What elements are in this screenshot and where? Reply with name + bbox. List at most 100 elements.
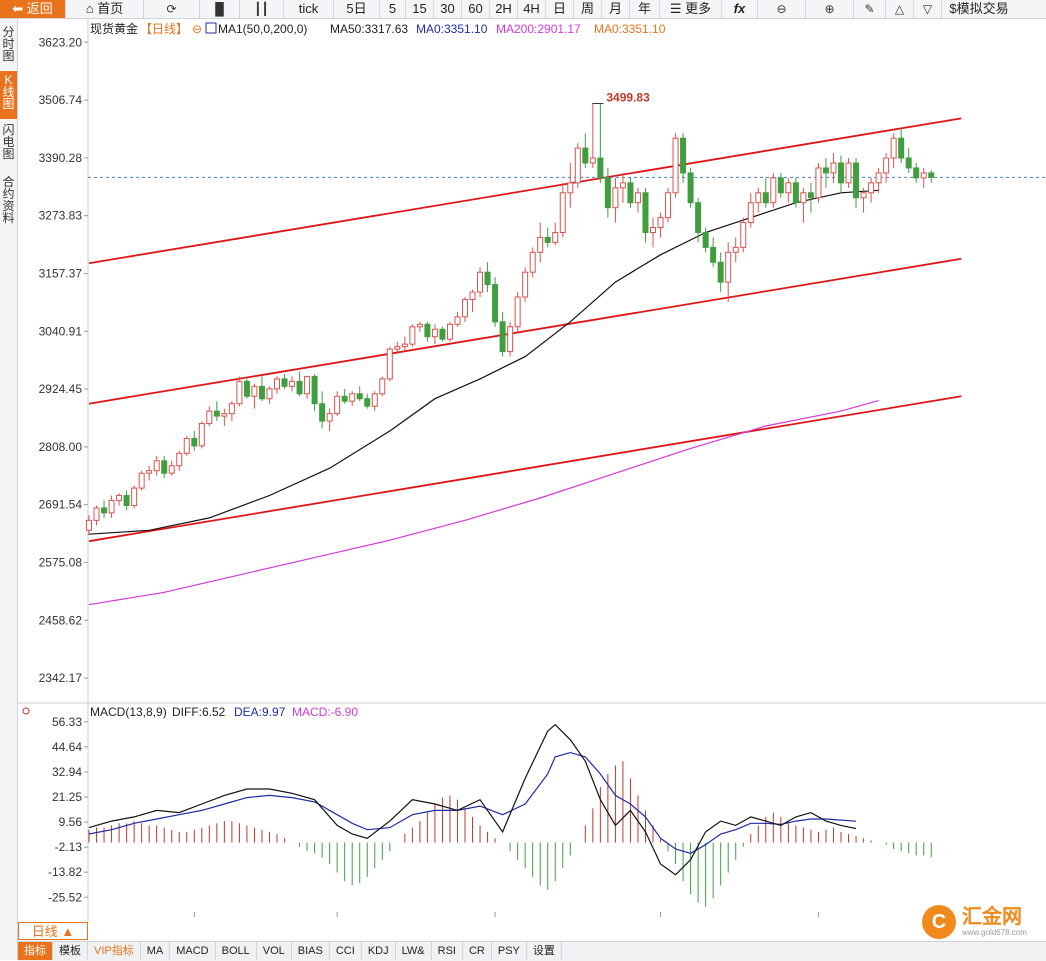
logo-mark-icon: C (922, 905, 956, 939)
tab-vol[interactable]: VOL (257, 942, 292, 960)
period-30m[interactable]: 30 (434, 0, 462, 18)
tab-template[interactable]: 模板 (53, 942, 88, 960)
candle-body (153, 460, 160, 472)
tab-contract-info[interactable]: 合约资料 (0, 173, 17, 235)
candle-body (431, 328, 438, 338)
period-5m[interactable]: 5 (380, 0, 406, 18)
candle-body (762, 192, 769, 204)
candle-body (394, 346, 401, 350)
candle-body (477, 271, 484, 293)
tab-boll[interactable]: BOLL (216, 942, 257, 960)
candle-body (868, 182, 875, 194)
candle-chart-button[interactable]: ┃┃ (240, 0, 284, 18)
chart-area[interactable]: 3623.20 3506.74 3390.28 3273.83 3157.37 3040.… (18, 19, 1046, 921)
candle-body (875, 172, 882, 184)
candle-body (845, 162, 852, 184)
candle-body (838, 162, 844, 184)
shape-button[interactable]: △ (886, 0, 914, 18)
candle-body (484, 271, 491, 286)
candle-body (258, 385, 265, 400)
y-tick-label: 3506.74 (39, 93, 83, 107)
period-4h[interactable]: 4H (518, 0, 546, 18)
candle-body (334, 395, 341, 415)
candle-body (326, 413, 333, 422)
period-month[interactable]: 月 (602, 0, 630, 18)
back-button[interactable]: ⬅ 返回 (0, 0, 66, 18)
candle-body (371, 393, 378, 407)
candle-body (161, 460, 168, 474)
refresh-button[interactable]: ⟳ (144, 0, 200, 18)
period-week[interactable]: 周 (574, 0, 602, 18)
candle-body (492, 284, 499, 323)
tab-vip-indicators[interactable]: VIP指标 (88, 942, 141, 960)
candle-body (138, 472, 145, 489)
collapse-button[interactable]: ▽ (914, 0, 942, 18)
candle-body (176, 452, 183, 467)
draw-button[interactable]: ✎ (854, 0, 886, 18)
refresh-icon: ⟳ (166, 2, 177, 16)
candle-body (221, 413, 228, 417)
candle-body (574, 147, 581, 184)
candle-body (131, 487, 138, 506)
candle-body (424, 323, 431, 338)
candle-body (687, 172, 694, 204)
tab-indicators[interactable]: 指标 (18, 942, 53, 960)
candle-body (319, 403, 326, 422)
tab-bias[interactable]: BIAS (292, 942, 330, 960)
tick-button[interactable]: tick (284, 0, 334, 18)
tab-settings[interactable]: 设置 (527, 942, 562, 960)
candle-body (792, 182, 799, 204)
zoom-in-button[interactable]: ⊕ (806, 0, 854, 18)
tab-ma[interactable]: MA (141, 942, 171, 960)
ma200-line (88, 400, 879, 606)
candle-body (304, 375, 311, 395)
candle-body (213, 410, 220, 417)
candle-body (454, 316, 461, 325)
candle-body (822, 167, 829, 174)
tab-cr[interactable]: CR (463, 942, 492, 960)
tab-label: 合约资料 (2, 175, 15, 225)
period-2h[interactable]: 2H (490, 0, 518, 18)
legend-entry: MA0:3351.10 (594, 22, 666, 36)
candle-body (612, 187, 619, 209)
period-15m[interactable]: 15 (406, 0, 434, 18)
candle-body (236, 380, 243, 405)
home-button[interactable]: ⌂ 首页 (66, 0, 144, 18)
tab-kdj[interactable]: KDJ (362, 942, 396, 960)
candle-body (281, 378, 288, 387)
tab-rsi[interactable]: RSI (432, 942, 463, 960)
macd-legend-entry: MACD:-6.90 (292, 705, 358, 719)
bar-chart-button[interactable]: ▐▌ (200, 0, 240, 18)
period-5d[interactable]: 5日 (334, 0, 380, 18)
period-60m[interactable]: 60 (462, 0, 490, 18)
macd-y-tick-label: 44.64 (52, 740, 82, 754)
candle-body (206, 410, 213, 425)
tab-cci[interactable]: CCI (330, 942, 362, 960)
candle-body (274, 378, 280, 390)
y-tick-label: 2342.17 (39, 671, 83, 685)
timeframe-selector[interactable]: 日线 ▲ (18, 922, 88, 940)
period-year[interactable]: 年 (630, 0, 660, 18)
tab-timeshare[interactable]: 分时图 (0, 23, 17, 69)
tab-psy[interactable]: PSY (492, 942, 527, 960)
macd-y-tick-label: 9.56 (59, 815, 83, 829)
tab-lw[interactable]: LW& (396, 942, 432, 960)
formula-button[interactable]: fx (722, 0, 758, 18)
trend-channel-line (88, 257, 962, 405)
sim-trade-button[interactable]: $模拟交易 (949, 1, 1009, 16)
more-button[interactable]: ☰ 更多 (660, 0, 722, 18)
candle-body (266, 388, 273, 400)
period-day[interactable]: 日 (546, 0, 574, 18)
candle-body (898, 137, 905, 159)
y-tick-label: 2575.08 (39, 555, 83, 569)
candle-body (777, 177, 784, 194)
candle-body (815, 167, 822, 199)
tab-flash[interactable]: 闪电图 (0, 121, 17, 169)
tab-macd[interactable]: MACD (170, 942, 216, 960)
zoom-out-button[interactable]: ⊖ (758, 0, 806, 18)
candle-body (604, 177, 611, 209)
candle-body (634, 192, 641, 204)
high-annotation: 3499.83 (606, 91, 650, 105)
